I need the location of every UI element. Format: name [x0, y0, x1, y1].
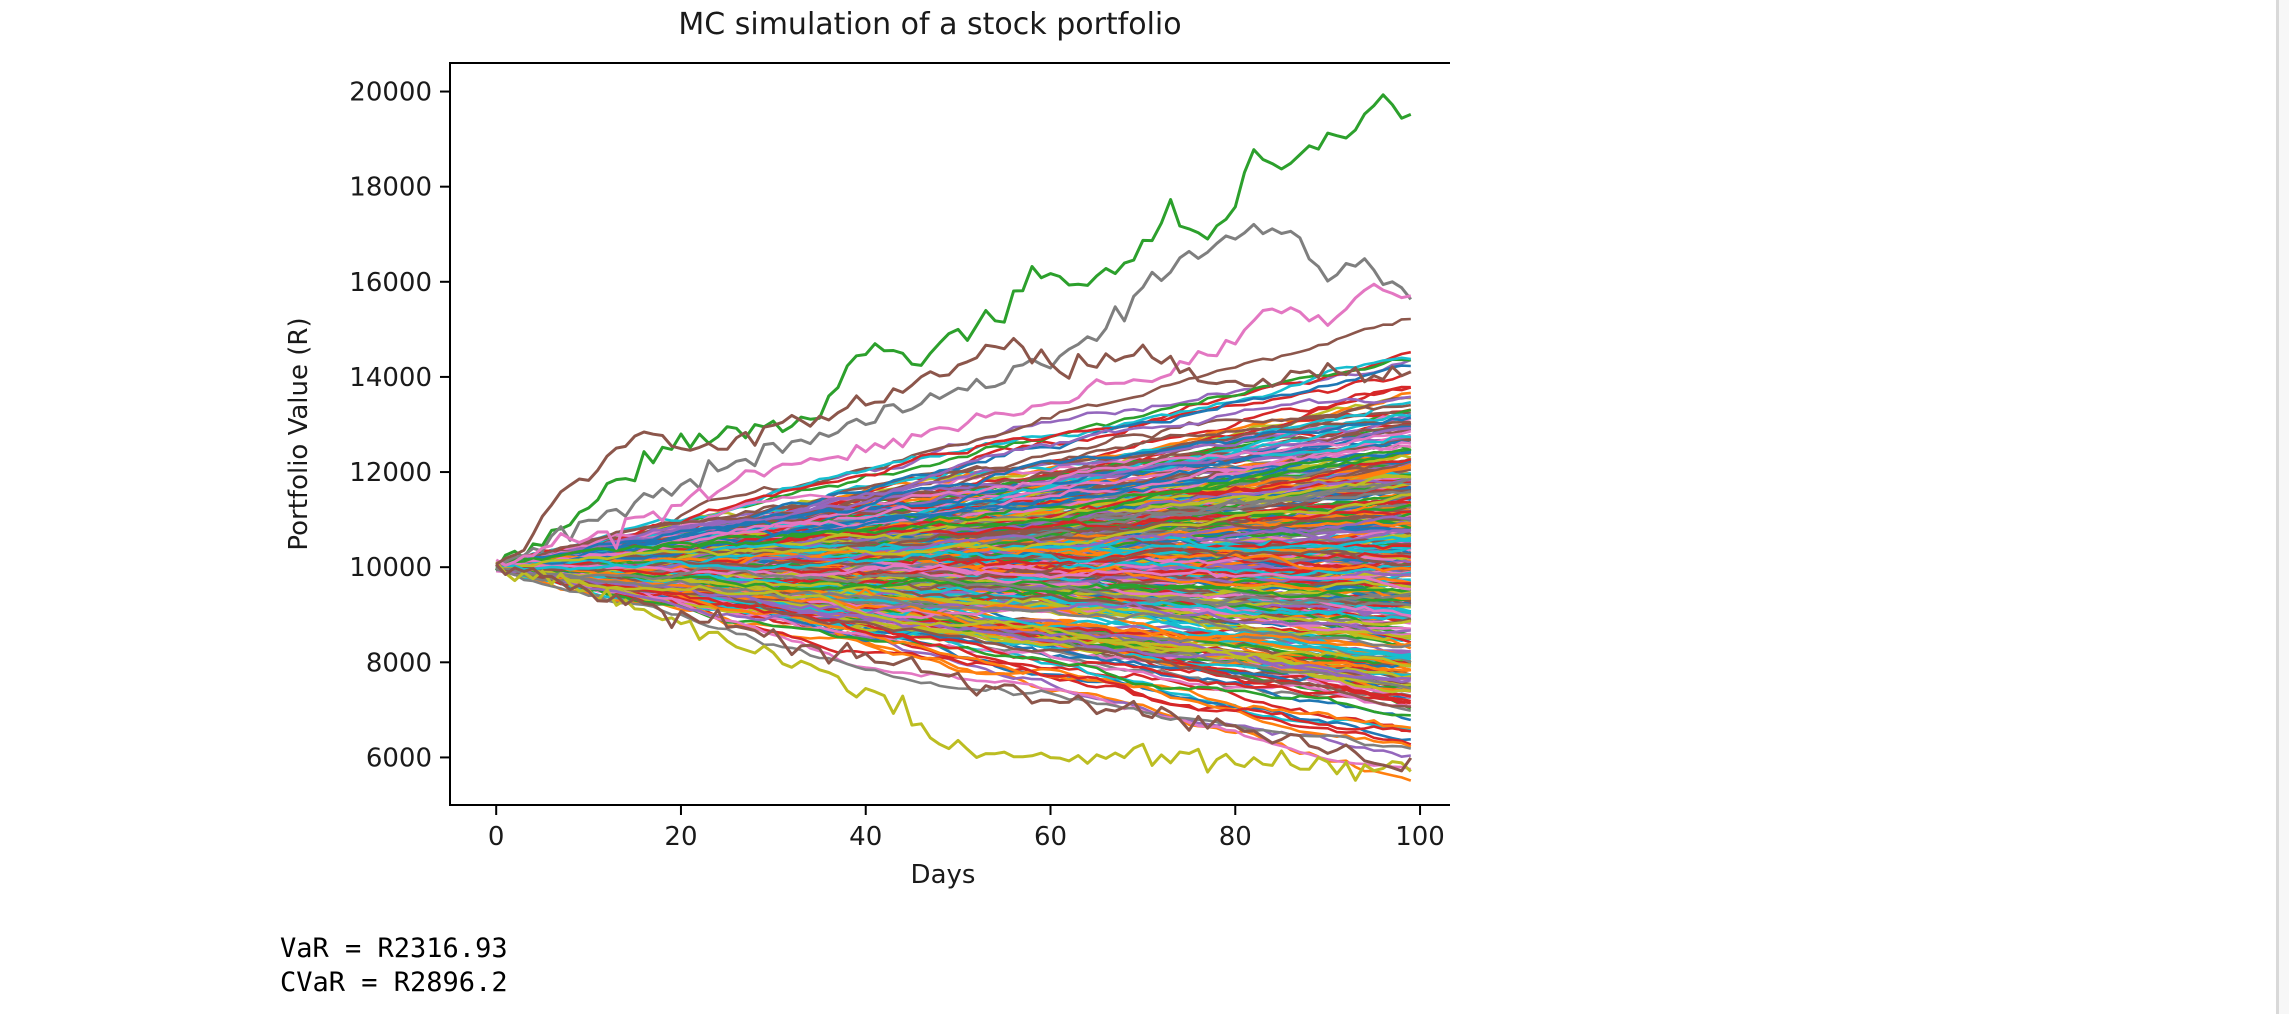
simulation-line	[495, 568, 1412, 649]
simulation-line	[495, 567, 1412, 616]
simulation-line	[496, 535, 1411, 572]
simulation-line	[496, 565, 1411, 605]
simulation-line	[495, 547, 1411, 572]
simulation-line	[495, 567, 1412, 750]
y-tick-label: 14000	[349, 363, 432, 393]
simulation-line	[496, 395, 1411, 571]
extreme-simulation-line	[495, 222, 1412, 572]
y-tick-label: 16000	[349, 268, 432, 298]
chart-title: MC simulation of a stock portfolio	[678, 7, 1181, 42]
x-tick-label: 20	[664, 822, 697, 852]
series-layer	[494, 93, 1413, 782]
simulation-line	[495, 426, 1411, 567]
y-axis-ticks: 6000 8000 10000 12000 14000 16000 18000 20000	[349, 78, 450, 773]
cvar-result-text: CVaR = R2896.2	[280, 967, 508, 998]
x-axis-ticks: 0 20 40 60 80 100	[488, 805, 1445, 852]
extreme-simulation-line	[495, 337, 1412, 566]
y-tick-label: 8000	[366, 648, 432, 678]
extreme-simulation-line	[495, 563, 1413, 773]
simulation-line	[495, 564, 1411, 599]
chart-figure: MC simulation of a stock portfolio 0 20 40…	[270, 0, 1458, 904]
y-axis-label: Portfolio Value (R)	[284, 317, 314, 550]
x-tick-label: 40	[849, 822, 882, 852]
x-tick-label: 0	[488, 822, 505, 852]
simulation-line	[496, 563, 1412, 733]
var-result-text: VaR = R2316.93	[280, 933, 508, 964]
y-tick-label: 12000	[349, 458, 432, 488]
simulation-line	[495, 450, 1411, 568]
simulation-line	[496, 540, 1411, 579]
extreme-simulation-line	[494, 93, 1412, 572]
y-tick-label: 6000	[366, 743, 432, 773]
y-tick-label: 18000	[349, 173, 432, 203]
simulation-line	[495, 450, 1411, 571]
simulation-line	[496, 565, 1411, 668]
x-tick-label: 100	[1395, 822, 1445, 852]
monte-carlo-line-chart: MC simulation of a stock portfolio 0 20 40…	[284, 7, 1458, 890]
simulation-line	[496, 562, 1411, 591]
x-tick-label: 60	[1034, 822, 1067, 852]
simulation-line	[495, 416, 1412, 569]
extreme-simulation-line	[495, 282, 1412, 567]
y-tick-label: 10000	[349, 553, 432, 583]
x-tick-label: 80	[1219, 822, 1252, 852]
vertical-scrollbar[interactable]	[2279, 0, 2289, 1014]
cell-divider	[2276, 0, 2279, 1014]
simulation-line	[496, 546, 1411, 577]
extreme-simulation-line	[495, 561, 1412, 782]
simulation-line	[496, 448, 1411, 565]
x-axis-label: Days	[911, 860, 976, 890]
simulation-line	[496, 493, 1411, 568]
y-tick-label: 20000	[349, 78, 432, 108]
simulation-line	[495, 564, 1412, 771]
